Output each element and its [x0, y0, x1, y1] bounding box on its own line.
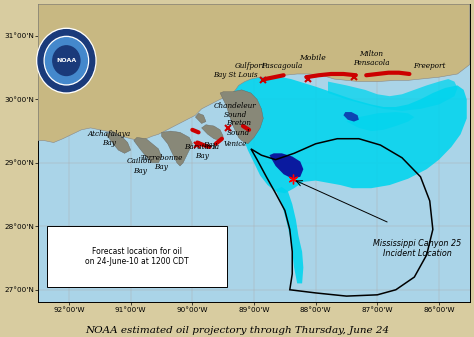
Polygon shape [223, 73, 467, 193]
Text: Bay: Bay [203, 141, 217, 149]
Text: Mississippi Canyon 25
Incident Location: Mississippi Canyon 25 Incident Location [374, 239, 462, 258]
FancyBboxPatch shape [47, 226, 227, 287]
Polygon shape [344, 112, 359, 122]
Text: Barataria
Bay: Barataria Bay [184, 143, 219, 160]
Text: Forecast location for oil
on 24-June-10 at 1200 CDT: Forecast location for oil on 24-June-10 … [85, 247, 189, 267]
Polygon shape [201, 125, 223, 141]
Text: Breton
Sound: Breton Sound [226, 119, 251, 136]
Polygon shape [134, 137, 162, 163]
Text: Venice: Venice [224, 140, 247, 148]
Polygon shape [106, 131, 131, 153]
Text: NOAA estimated oil projectory through Thursday, June 24: NOAA estimated oil projectory through Th… [85, 326, 389, 335]
Polygon shape [195, 113, 206, 123]
Polygon shape [269, 153, 303, 179]
Circle shape [37, 28, 96, 93]
Text: Gulfport: Gulfport [234, 62, 265, 70]
Text: Milton
Pensacola: Milton Pensacola [353, 50, 390, 67]
Polygon shape [328, 79, 457, 111]
Text: Freeport: Freeport [414, 62, 446, 70]
Polygon shape [220, 90, 263, 144]
Text: Mobile: Mobile [299, 54, 326, 62]
Circle shape [38, 30, 95, 92]
Circle shape [46, 38, 87, 84]
Polygon shape [162, 131, 192, 166]
Circle shape [53, 46, 80, 75]
Text: Atchafalaya
Bay: Atchafalaya Bay [88, 130, 131, 147]
Polygon shape [38, 4, 470, 143]
Text: Chandeleur
Sound: Chandeleur Sound [214, 102, 257, 119]
Text: NOAA: NOAA [56, 58, 76, 63]
Text: Bay St Louis: Bay St Louis [213, 71, 258, 79]
Text: Pascagoula: Pascagoula [261, 62, 302, 70]
Polygon shape [346, 112, 414, 131]
Text: Caillou
Bay: Caillou Bay [127, 157, 153, 175]
Circle shape [44, 36, 89, 85]
Text: Terrebonne
Bay: Terrebonne Bay [140, 154, 182, 172]
Polygon shape [275, 187, 303, 283]
